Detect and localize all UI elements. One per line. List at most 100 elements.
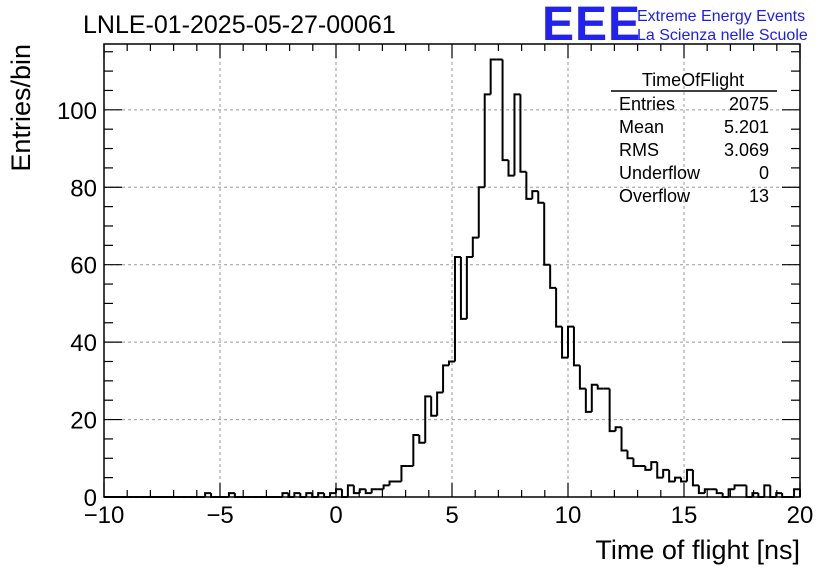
histogram-bin xyxy=(477,186,485,238)
histogram-bin xyxy=(549,264,557,289)
y-tick-label: 100 xyxy=(57,98,97,125)
histogram-bin xyxy=(697,485,705,495)
stats-title: TimeOfFlight xyxy=(642,70,744,90)
histogram-bin xyxy=(424,395,432,443)
histogram-bin xyxy=(733,484,741,490)
x-tick-label: 10 xyxy=(555,502,582,529)
stats-label: Underflow xyxy=(619,163,701,183)
stats-value: 3.069 xyxy=(724,140,769,160)
histogram-bin xyxy=(543,202,551,266)
stats-box: TimeOfFlight Entries 2075 Mean 5.201 RMS 3.06… xyxy=(611,70,777,206)
logo-line2: La Scienza nelle Scuole xyxy=(637,27,808,44)
histogram-bin xyxy=(370,488,378,494)
plot-frame xyxy=(103,43,801,498)
grid-lines xyxy=(104,44,800,497)
stats-label: RMS xyxy=(619,140,659,160)
histogram-bin xyxy=(453,255,461,362)
stats-label: Entries xyxy=(619,94,675,114)
histogram-bin xyxy=(763,484,771,497)
histogram-bin xyxy=(685,468,693,482)
histogram-bin xyxy=(584,388,592,413)
histogram-bin xyxy=(335,488,342,494)
histogram-bin xyxy=(596,384,604,390)
x-tick-label: 5 xyxy=(445,502,458,529)
histogram-bin xyxy=(388,480,396,486)
eee-logo: EEE Extreme Energy Events La Scienza nel… xyxy=(542,0,808,51)
x-tick-label: 20 xyxy=(787,502,814,529)
x-tick-label: −5 xyxy=(206,502,233,529)
histogram-bin xyxy=(775,492,783,497)
chart-title: LNLE-01-2025-05-27-00061 xyxy=(83,11,396,39)
histogram-bin xyxy=(656,462,664,479)
histogram-bin xyxy=(590,383,598,412)
stats-value: 13 xyxy=(749,186,769,206)
y-tick-label: 0 xyxy=(84,485,97,512)
histogram-bin xyxy=(644,466,652,471)
histogram-bin xyxy=(329,492,336,497)
histogram-bin xyxy=(626,450,634,460)
histogram-bin xyxy=(572,326,580,367)
histogram-bin xyxy=(561,326,568,359)
stats-label: Overflow xyxy=(619,186,691,206)
histogram-bin xyxy=(519,94,527,173)
histogram-bin xyxy=(281,492,289,497)
histogram-bin xyxy=(668,469,676,483)
histogram-bin xyxy=(614,426,622,432)
x-tick-label: −10 xyxy=(84,502,125,529)
y-axis-label: Entries/bin xyxy=(6,44,36,172)
histogram-bin xyxy=(650,461,658,470)
histogram-bin xyxy=(400,465,408,482)
histogram-bin xyxy=(364,489,372,495)
y-tick-label: 20 xyxy=(70,408,97,435)
stats-value: 2075 xyxy=(729,94,769,114)
y-tick-label: 60 xyxy=(70,253,97,280)
logo-mark: EEE xyxy=(542,0,641,51)
histogram-bin xyxy=(727,488,735,497)
histogram-bin xyxy=(346,484,354,497)
histogram-bin xyxy=(465,255,473,319)
histogram-bin xyxy=(430,396,438,417)
histogram-bin xyxy=(507,160,515,177)
histogram-bin xyxy=(608,388,616,433)
histogram-bin xyxy=(793,488,800,497)
y-tick-labels: 0 20 40 60 80 100 xyxy=(57,98,97,512)
histogram-bin xyxy=(382,484,390,490)
histogram-bin xyxy=(227,492,235,497)
histogram-bin xyxy=(662,468,670,478)
stats-label: Mean xyxy=(619,117,664,137)
histogram-bin xyxy=(555,287,563,328)
histogram-bin xyxy=(448,360,455,366)
histogram-bin xyxy=(418,435,426,444)
histogram-bin xyxy=(751,492,759,497)
histogram-bin xyxy=(691,469,699,487)
histogram-bin xyxy=(680,477,687,483)
x-tick-label: 0 xyxy=(329,502,342,529)
histogram-bin xyxy=(501,59,509,162)
histogram-bin xyxy=(442,364,450,393)
histogram-bin xyxy=(715,489,723,495)
histogram-bin xyxy=(703,488,711,494)
histogram-bin xyxy=(531,190,539,199)
histogram-bin xyxy=(578,365,586,390)
histogram-bin xyxy=(567,325,574,358)
y-tick-label: 40 xyxy=(70,330,97,357)
histogram-bin xyxy=(471,236,479,257)
histogram-bin xyxy=(412,434,420,467)
histogram-bin xyxy=(436,391,444,416)
histogram-bin xyxy=(317,492,325,497)
histogram-bin xyxy=(358,488,366,494)
histogram-bin xyxy=(620,427,628,452)
histogram-bin xyxy=(632,458,640,468)
x-tick-labels: −10 −5 0 5 10 15 20 xyxy=(84,502,814,529)
histogram-bin xyxy=(483,93,491,188)
stats-value: 0 xyxy=(759,163,769,183)
histogram-bin xyxy=(513,93,521,176)
stats-rows: Entries 2075 Mean 5.201 RMS 3.069 Underflow 0 Ov… xyxy=(619,94,769,206)
histogram-bin xyxy=(525,171,533,200)
histogram-bin xyxy=(293,492,301,497)
y-tick-label: 80 xyxy=(70,175,97,202)
x-axis-label: Time of flight [ns] xyxy=(595,535,800,565)
stats-value: 5.201 xyxy=(724,117,769,137)
histogram-bin xyxy=(352,485,360,495)
